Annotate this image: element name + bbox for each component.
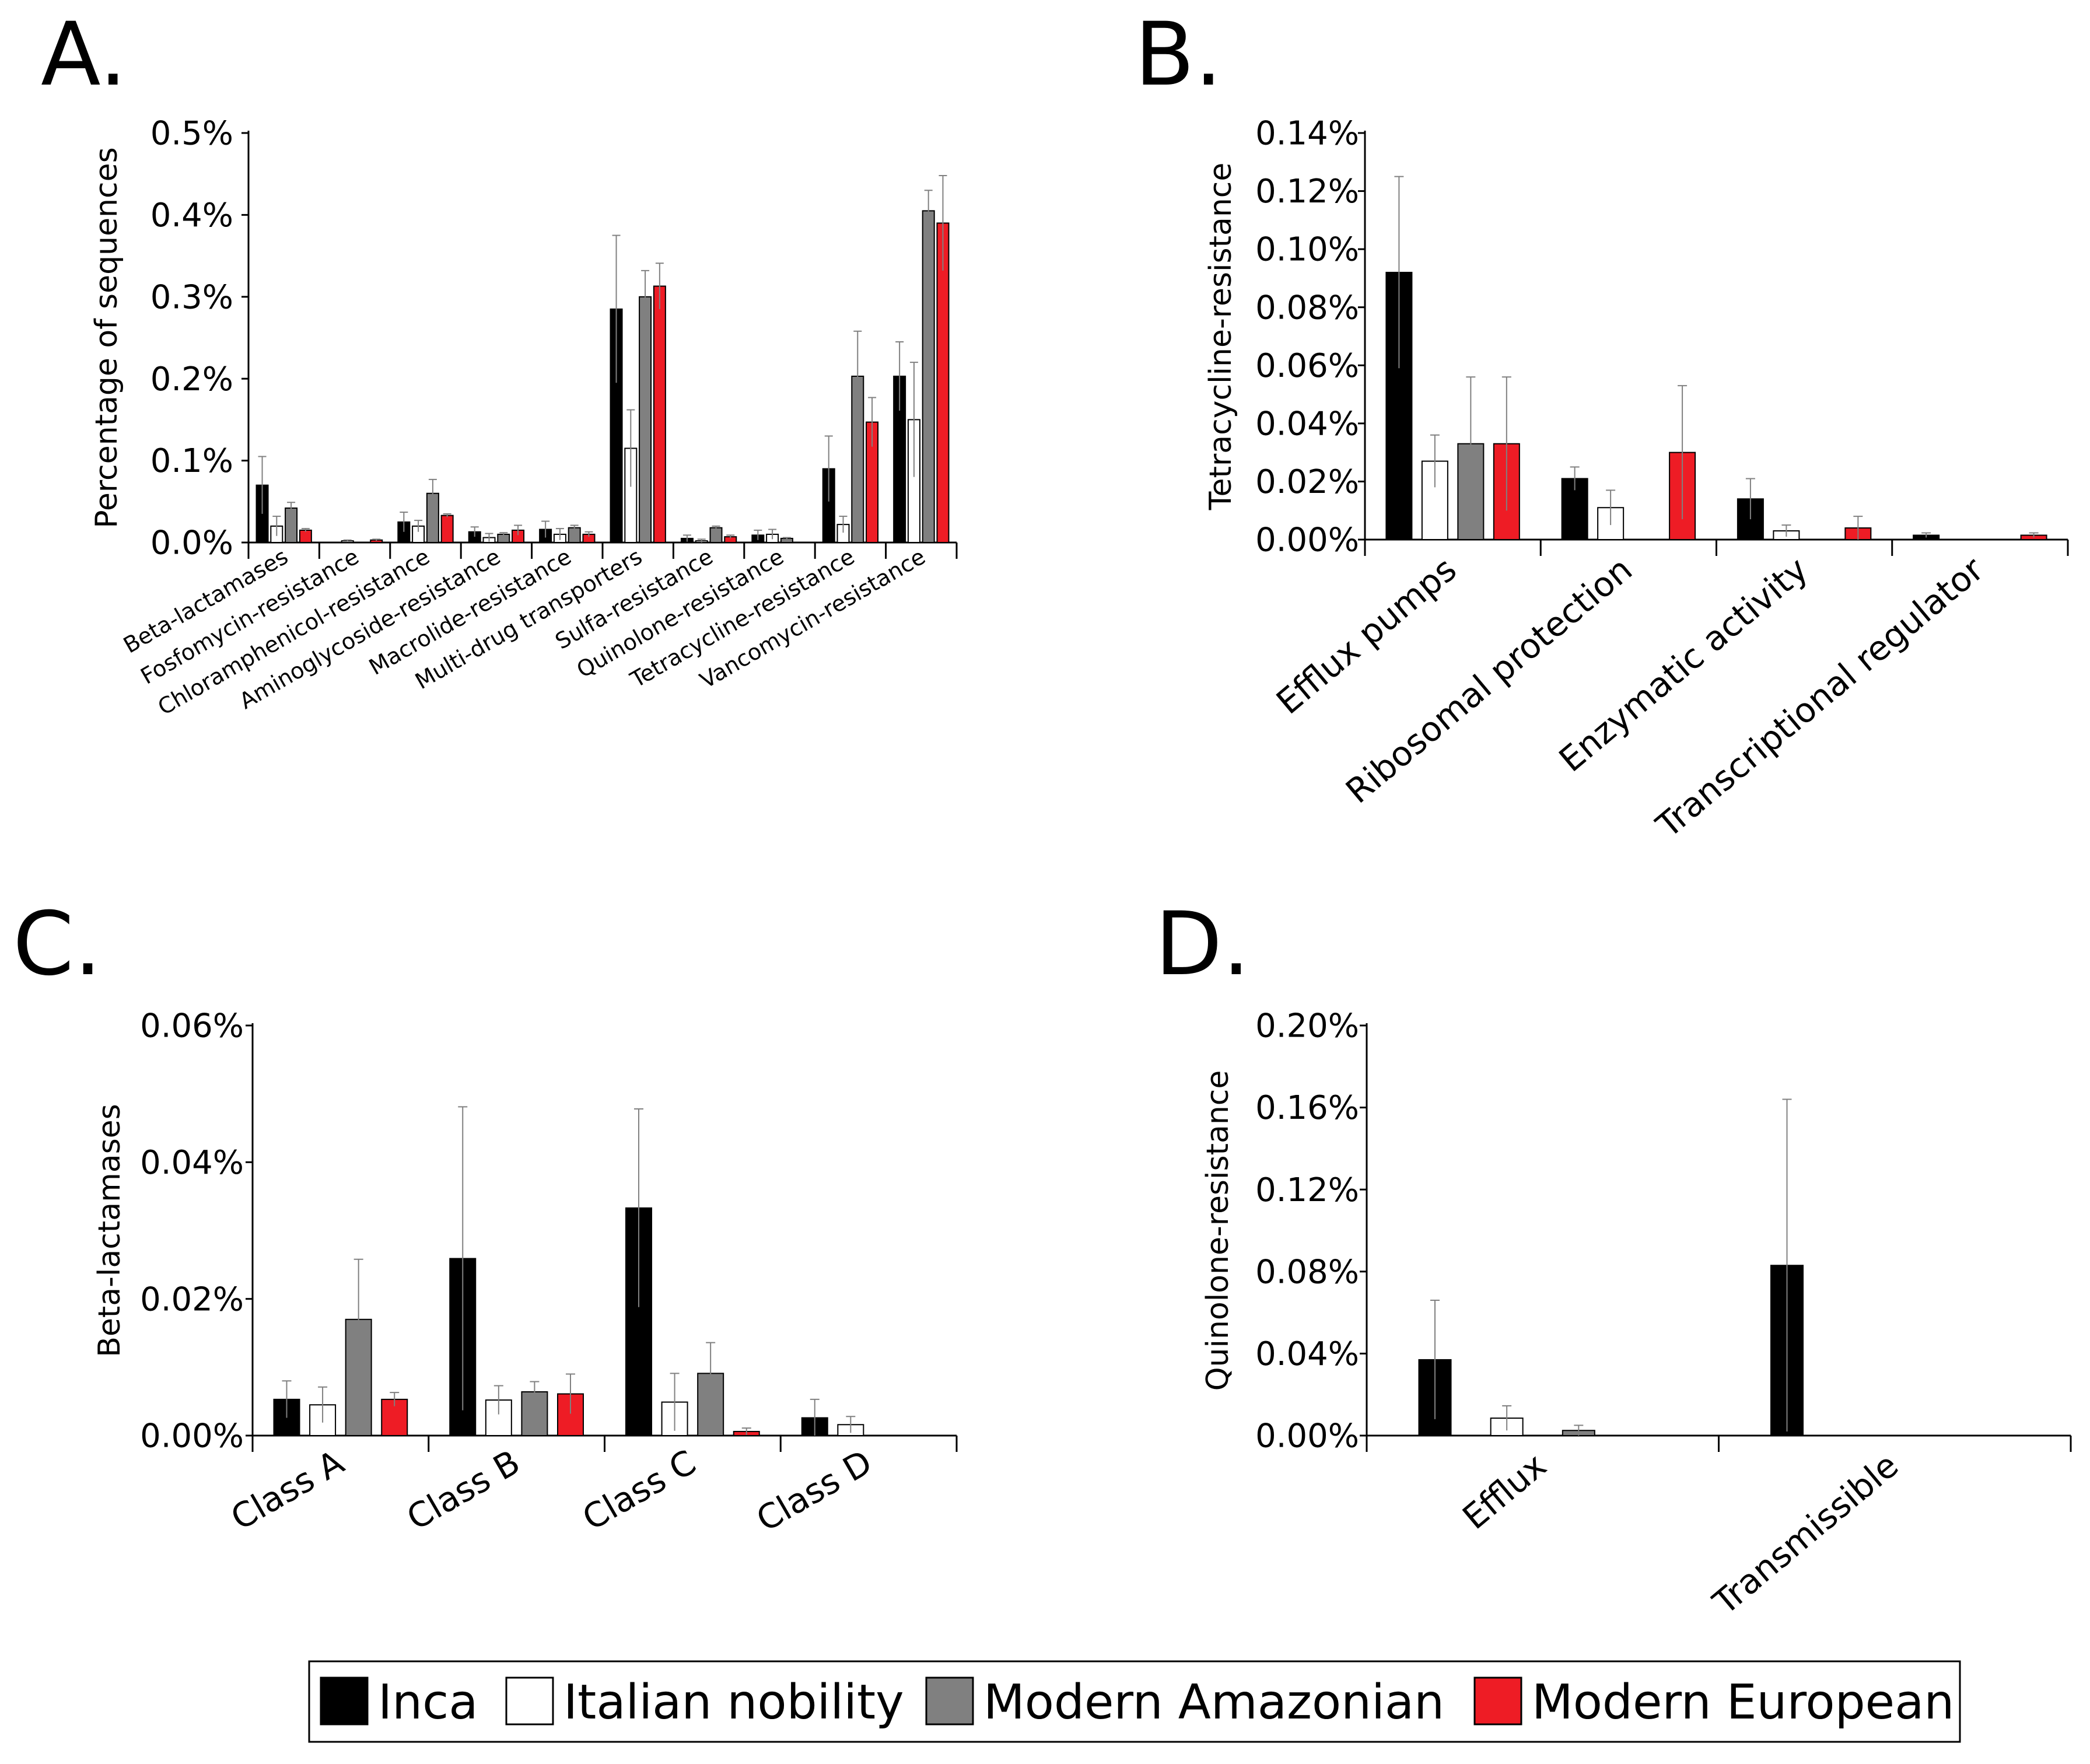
x-category-label-efflux-pumps: Efflux pumps <box>1269 550 1464 722</box>
y-axis-title: Quinolone-resistance <box>1200 1070 1235 1391</box>
y-tick-label: 0.04% <box>1255 1335 1359 1373</box>
y-tick-label: 0.04% <box>140 1144 244 1182</box>
legend-label-inca: Inca <box>378 1675 478 1730</box>
y-tick-label: 0.02% <box>1255 463 1359 501</box>
y-tick-label: 0.10% <box>1255 231 1359 269</box>
x-category-label-chloramphenicol-resistance: Chloramphenicol-resistance <box>153 544 434 720</box>
y-tick-label: 0.1% <box>150 442 233 480</box>
y-tick-label: 0.06% <box>140 1007 244 1045</box>
legend-swatch-italian-nobility <box>505 1676 554 1726</box>
y-tick-label: 0.02% <box>140 1280 244 1318</box>
x-category-label-class-a: Class A <box>224 1442 351 1538</box>
panel-letter: D. <box>1155 894 1250 995</box>
bar-modern-amazonian-class-b <box>521 1391 548 1437</box>
x-category-label-transmissible: Transmissible <box>1705 1446 1906 1623</box>
x-category-label-ribosomal-protection: Ribosomal protection <box>1338 550 1640 811</box>
bar-modern-european-multi-drug-transporters <box>653 285 666 543</box>
y-tick-label: 0.3% <box>150 278 233 316</box>
bar-modern-european-chloramphenicol-resistance <box>440 514 454 544</box>
bar-modern-european-vancomycin-resistance <box>936 222 950 543</box>
legend-swatch-modern-european <box>1473 1676 1522 1726</box>
y-axis-title: Beta-lactamases <box>92 1104 127 1357</box>
legend: Inca Italian nobility Modern Amazonian Mode… <box>308 1660 1961 1743</box>
y-tick-label: 0.00% <box>140 1418 244 1455</box>
y-axis-title: Tetracycline-resistance <box>1203 163 1238 511</box>
y-tick-label: 0.04% <box>1255 405 1359 443</box>
panel-d: D. Quinolone-resistance 0.00% 0.04% 0.08% 0.1… <box>1155 894 2072 1623</box>
bar-modern-amazonian-sulfa-resistance <box>709 527 723 544</box>
bar-modern-european-beta-lactamases <box>299 529 312 544</box>
legend-label-modern-amazonian: Modern Amazonian <box>983 1675 1444 1730</box>
panel-letter: A. <box>41 4 127 106</box>
y-axis-title: Percentage of sequences <box>89 147 124 528</box>
legend-swatch-inca <box>320 1676 369 1726</box>
x-category-label-class-c: Class C <box>576 1442 702 1538</box>
y-tick-label: 0.4% <box>150 197 233 235</box>
panel-letter: C. <box>13 894 101 995</box>
panel-letter: B. <box>1135 4 1223 106</box>
x-category-label-class-d: Class D <box>750 1442 878 1539</box>
bar-modern-amazonian-vancomycin-resistance <box>922 210 935 543</box>
y-tick-label: 0.16% <box>1255 1089 1359 1127</box>
x-category-label-class-b: Class B <box>400 1442 527 1538</box>
y-tick-label: 0.12% <box>1255 1171 1359 1209</box>
y-tick-label: 0.08% <box>1255 1253 1359 1291</box>
panel-c: C. Beta-lactamases 0.00% 0.02% 0.04% 0.06% Cla… <box>13 894 958 1539</box>
legend-label-italian-nobility: Italian nobility <box>563 1675 904 1730</box>
bar-modern-amazonian-multi-drug-transporters <box>639 296 652 543</box>
y-tick-label: 0.00% <box>1255 1418 1359 1455</box>
y-tick-label: 0.08% <box>1255 289 1359 327</box>
legend-label-modern-european: Modern European <box>1532 1675 1954 1730</box>
y-tick-label: 0.00% <box>1255 522 1359 559</box>
panel-b: B. Tetracycline-resistance 0.00% 0.02% 0.04%… <box>1135 4 2069 846</box>
legend-frame <box>308 1660 1961 1743</box>
y-tick-label: 0.06% <box>1255 347 1359 385</box>
y-tick-label: 0.20% <box>1255 1007 1359 1045</box>
y-tick-label: 0.5% <box>150 115 233 153</box>
panel-a: A. Percentage of sequences 0.0% 0.1% 0.2% 0.3… <box>41 4 958 720</box>
x-category-label-efflux: Efflux <box>1455 1446 1554 1537</box>
bar-modern-amazonian-class-c <box>697 1373 724 1437</box>
y-tick-label: 0.14% <box>1255 115 1359 153</box>
y-tick-label: 0.12% <box>1255 173 1359 211</box>
x-category-label-transcriptional-regulator: Transcriptional regulator <box>1648 550 1991 846</box>
y-tick-label: 0.0% <box>150 524 233 562</box>
legend-swatch-modern-amazonian <box>925 1676 974 1726</box>
y-tick-label: 0.2% <box>150 360 233 398</box>
